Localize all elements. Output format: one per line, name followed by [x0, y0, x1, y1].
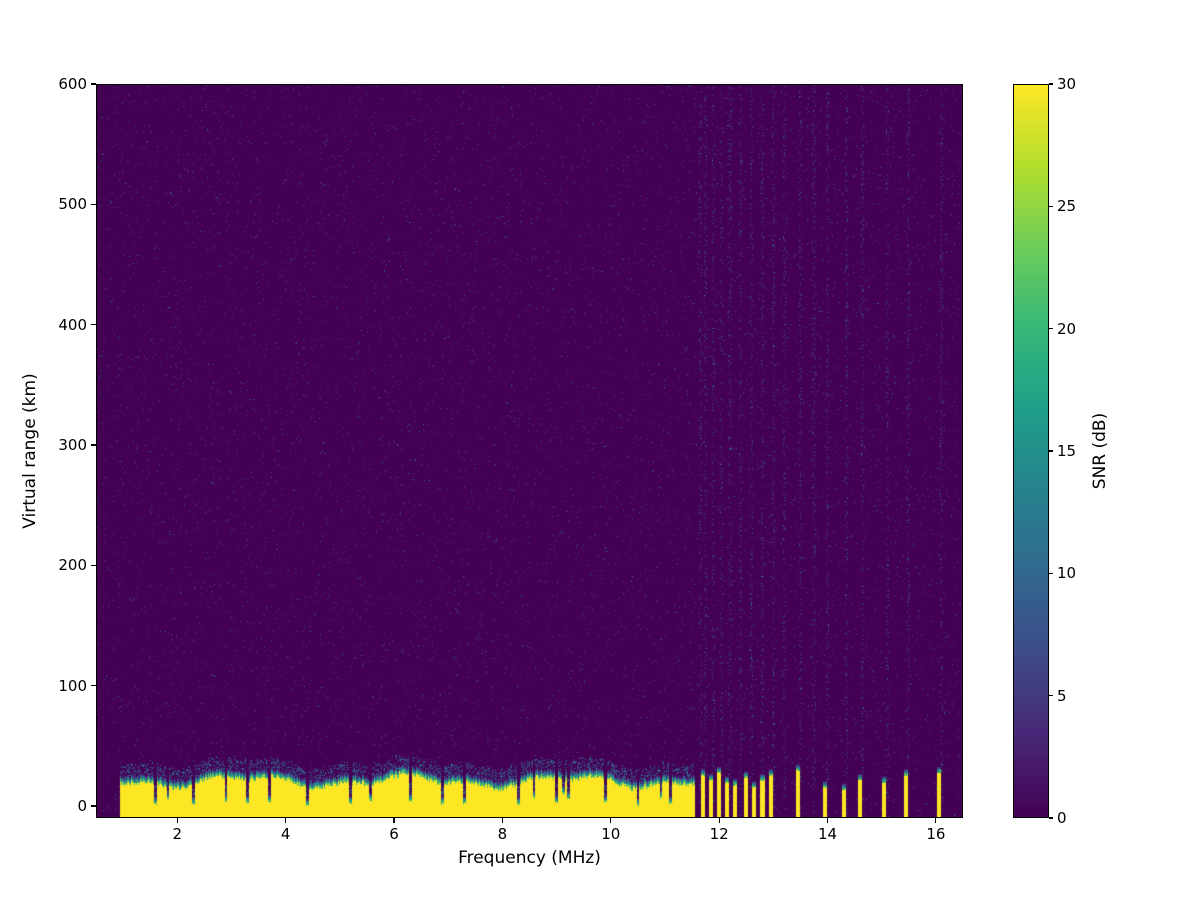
colorbar-label: SNR (dB) — [1090, 412, 1110, 490]
y-tick-mark — [91, 564, 96, 566]
x-tick-mark — [826, 818, 829, 823]
y-tick-mark — [91, 203, 96, 205]
x-tick-label: 8 — [497, 825, 508, 843]
x-tick-mark — [393, 818, 395, 823]
colorbar-tick-mark — [1049, 83, 1053, 85]
colorbar-tick-label: 5 — [1057, 686, 1067, 705]
colorbar-tick-mark — [1049, 450, 1053, 452]
y-axis-label: Virtual range (km) — [20, 373, 40, 529]
x-tick-mark — [501, 818, 503, 823]
colorbar-tick-label: 0 — [1057, 809, 1067, 827]
x-tick-mark — [718, 818, 720, 823]
x-tick-label: 4 — [280, 825, 291, 843]
x-tick-label: 14 — [817, 825, 838, 843]
colorbar-tick-mark — [1049, 817, 1053, 819]
colorbar-tick-mark — [1049, 205, 1053, 207]
colorbar-tick-label: 20 — [1057, 319, 1077, 338]
colorbar-tick-label: 10 — [1057, 564, 1077, 583]
y-tick-mark — [91, 685, 96, 687]
colorbar-tick-mark — [1049, 328, 1053, 330]
y-tick-label: 400 — [58, 315, 87, 334]
x-tick-mark — [935, 818, 937, 823]
x-tick-label: 16 — [926, 825, 946, 843]
y-tick-mark — [91, 444, 96, 446]
colorbar-canvas — [1013, 84, 1049, 818]
x-axis-label: Frequency (MHz) — [458, 848, 601, 868]
y-tick-mark — [91, 805, 96, 807]
y-tick-mark — [91, 83, 96, 85]
colorbar-tick-mark — [1049, 695, 1053, 697]
y-tick-label: 500 — [58, 195, 87, 214]
x-tick-mark — [610, 818, 612, 823]
y-tick-label: 200 — [58, 556, 87, 575]
x-tick-label: 12 — [709, 825, 729, 843]
x-tick-label: 10 — [601, 825, 621, 843]
colorbar-tick-label: 15 — [1057, 442, 1077, 460]
y-tick-label: 300 — [58, 435, 87, 454]
x-tick-mark — [176, 818, 178, 823]
y-tick-mark — [91, 324, 96, 326]
y-tick-label: 0 — [77, 796, 87, 815]
y-tick-label: 600 — [58, 75, 87, 93]
x-tick-mark — [285, 818, 287, 823]
x-tick-label: 6 — [389, 825, 399, 843]
x-tick-label: 2 — [172, 825, 183, 843]
colorbar-tick-label: 30 — [1057, 75, 1077, 93]
colorbar-tick-label: 25 — [1057, 197, 1077, 216]
colorbar-tick-mark — [1049, 572, 1053, 574]
ionogram-heatmap-canvas — [96, 84, 963, 818]
y-tick-label: 100 — [58, 676, 87, 695]
